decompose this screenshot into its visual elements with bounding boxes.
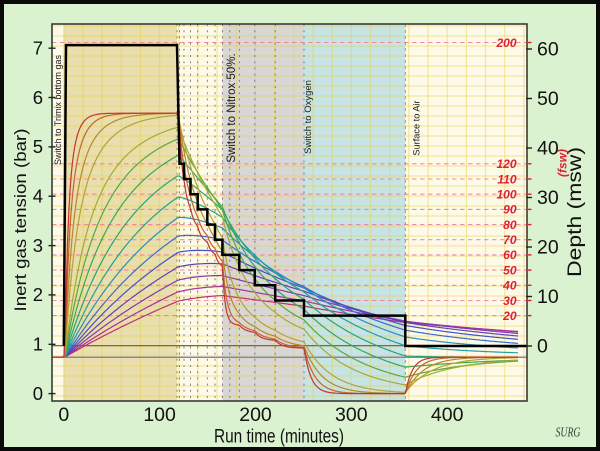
svg-text:10: 10 [537,286,559,308]
svg-text:Switch to Nitrox 50%.: Switch to Nitrox 50%. [226,53,238,162]
svg-text:20: 20 [537,237,559,259]
svg-text:110: 110 [497,172,516,186]
svg-text:30: 30 [503,294,517,308]
svg-text:Switch to Trimix bottom gas: Switch to Trimix bottom gas [53,54,63,165]
svg-text:(fsw): (fsw) [556,149,570,177]
svg-text:100: 100 [143,404,176,426]
svg-text:0: 0 [537,336,548,358]
svg-text:3: 3 [33,235,43,256]
svg-text:80: 80 [503,218,517,232]
svg-text:2: 2 [33,284,43,305]
svg-text:0: 0 [58,404,69,426]
svg-text:60: 60 [503,248,517,262]
svg-text:Inert gas tension (bar): Inert gas tension (bar) [11,129,30,312]
svg-text:40: 40 [502,279,517,293]
svg-text:20: 20 [502,309,517,323]
svg-text:300: 300 [335,404,368,426]
svg-text:Run time (minutes): Run time (minutes) [214,426,344,448]
svg-text:200: 200 [495,36,516,50]
svg-text:40: 40 [537,138,559,160]
svg-text:4: 4 [33,186,43,207]
svg-text:200: 200 [239,404,272,426]
svg-text:6: 6 [33,87,43,108]
svg-text:60: 60 [537,39,559,61]
svg-text:30: 30 [537,187,559,209]
svg-text:70: 70 [503,233,517,247]
svg-text:90: 90 [503,203,517,217]
svg-text:400: 400 [431,404,464,426]
svg-text:Switch to Oxygen: Switch to Oxygen [303,80,314,154]
svg-text:SURG: SURG [556,425,581,440]
svg-text:120: 120 [496,157,516,171]
svg-text:1: 1 [33,334,43,355]
svg-text:7: 7 [33,38,43,59]
svg-text:100: 100 [496,188,516,202]
svg-text:Surface to Air: Surface to Air [412,100,422,155]
svg-text:50: 50 [503,263,517,277]
svg-text:50: 50 [537,88,559,110]
svg-text:0: 0 [33,383,43,404]
svg-text:5: 5 [33,136,43,157]
svg-text:Depth (msw): Depth (msw) [564,147,586,277]
